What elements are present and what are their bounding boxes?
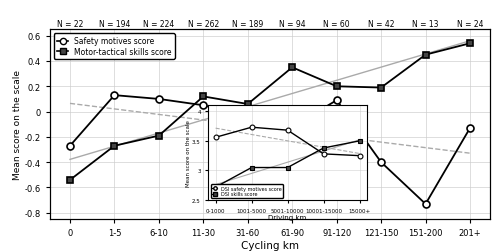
Legend: Safety motives score, Motor-tactical skills score: Safety motives score, Motor-tactical ski… [54, 34, 175, 59]
Y-axis label: Mean score on the scale: Mean score on the scale [13, 70, 22, 179]
X-axis label: Cycling km: Cycling km [241, 240, 299, 250]
